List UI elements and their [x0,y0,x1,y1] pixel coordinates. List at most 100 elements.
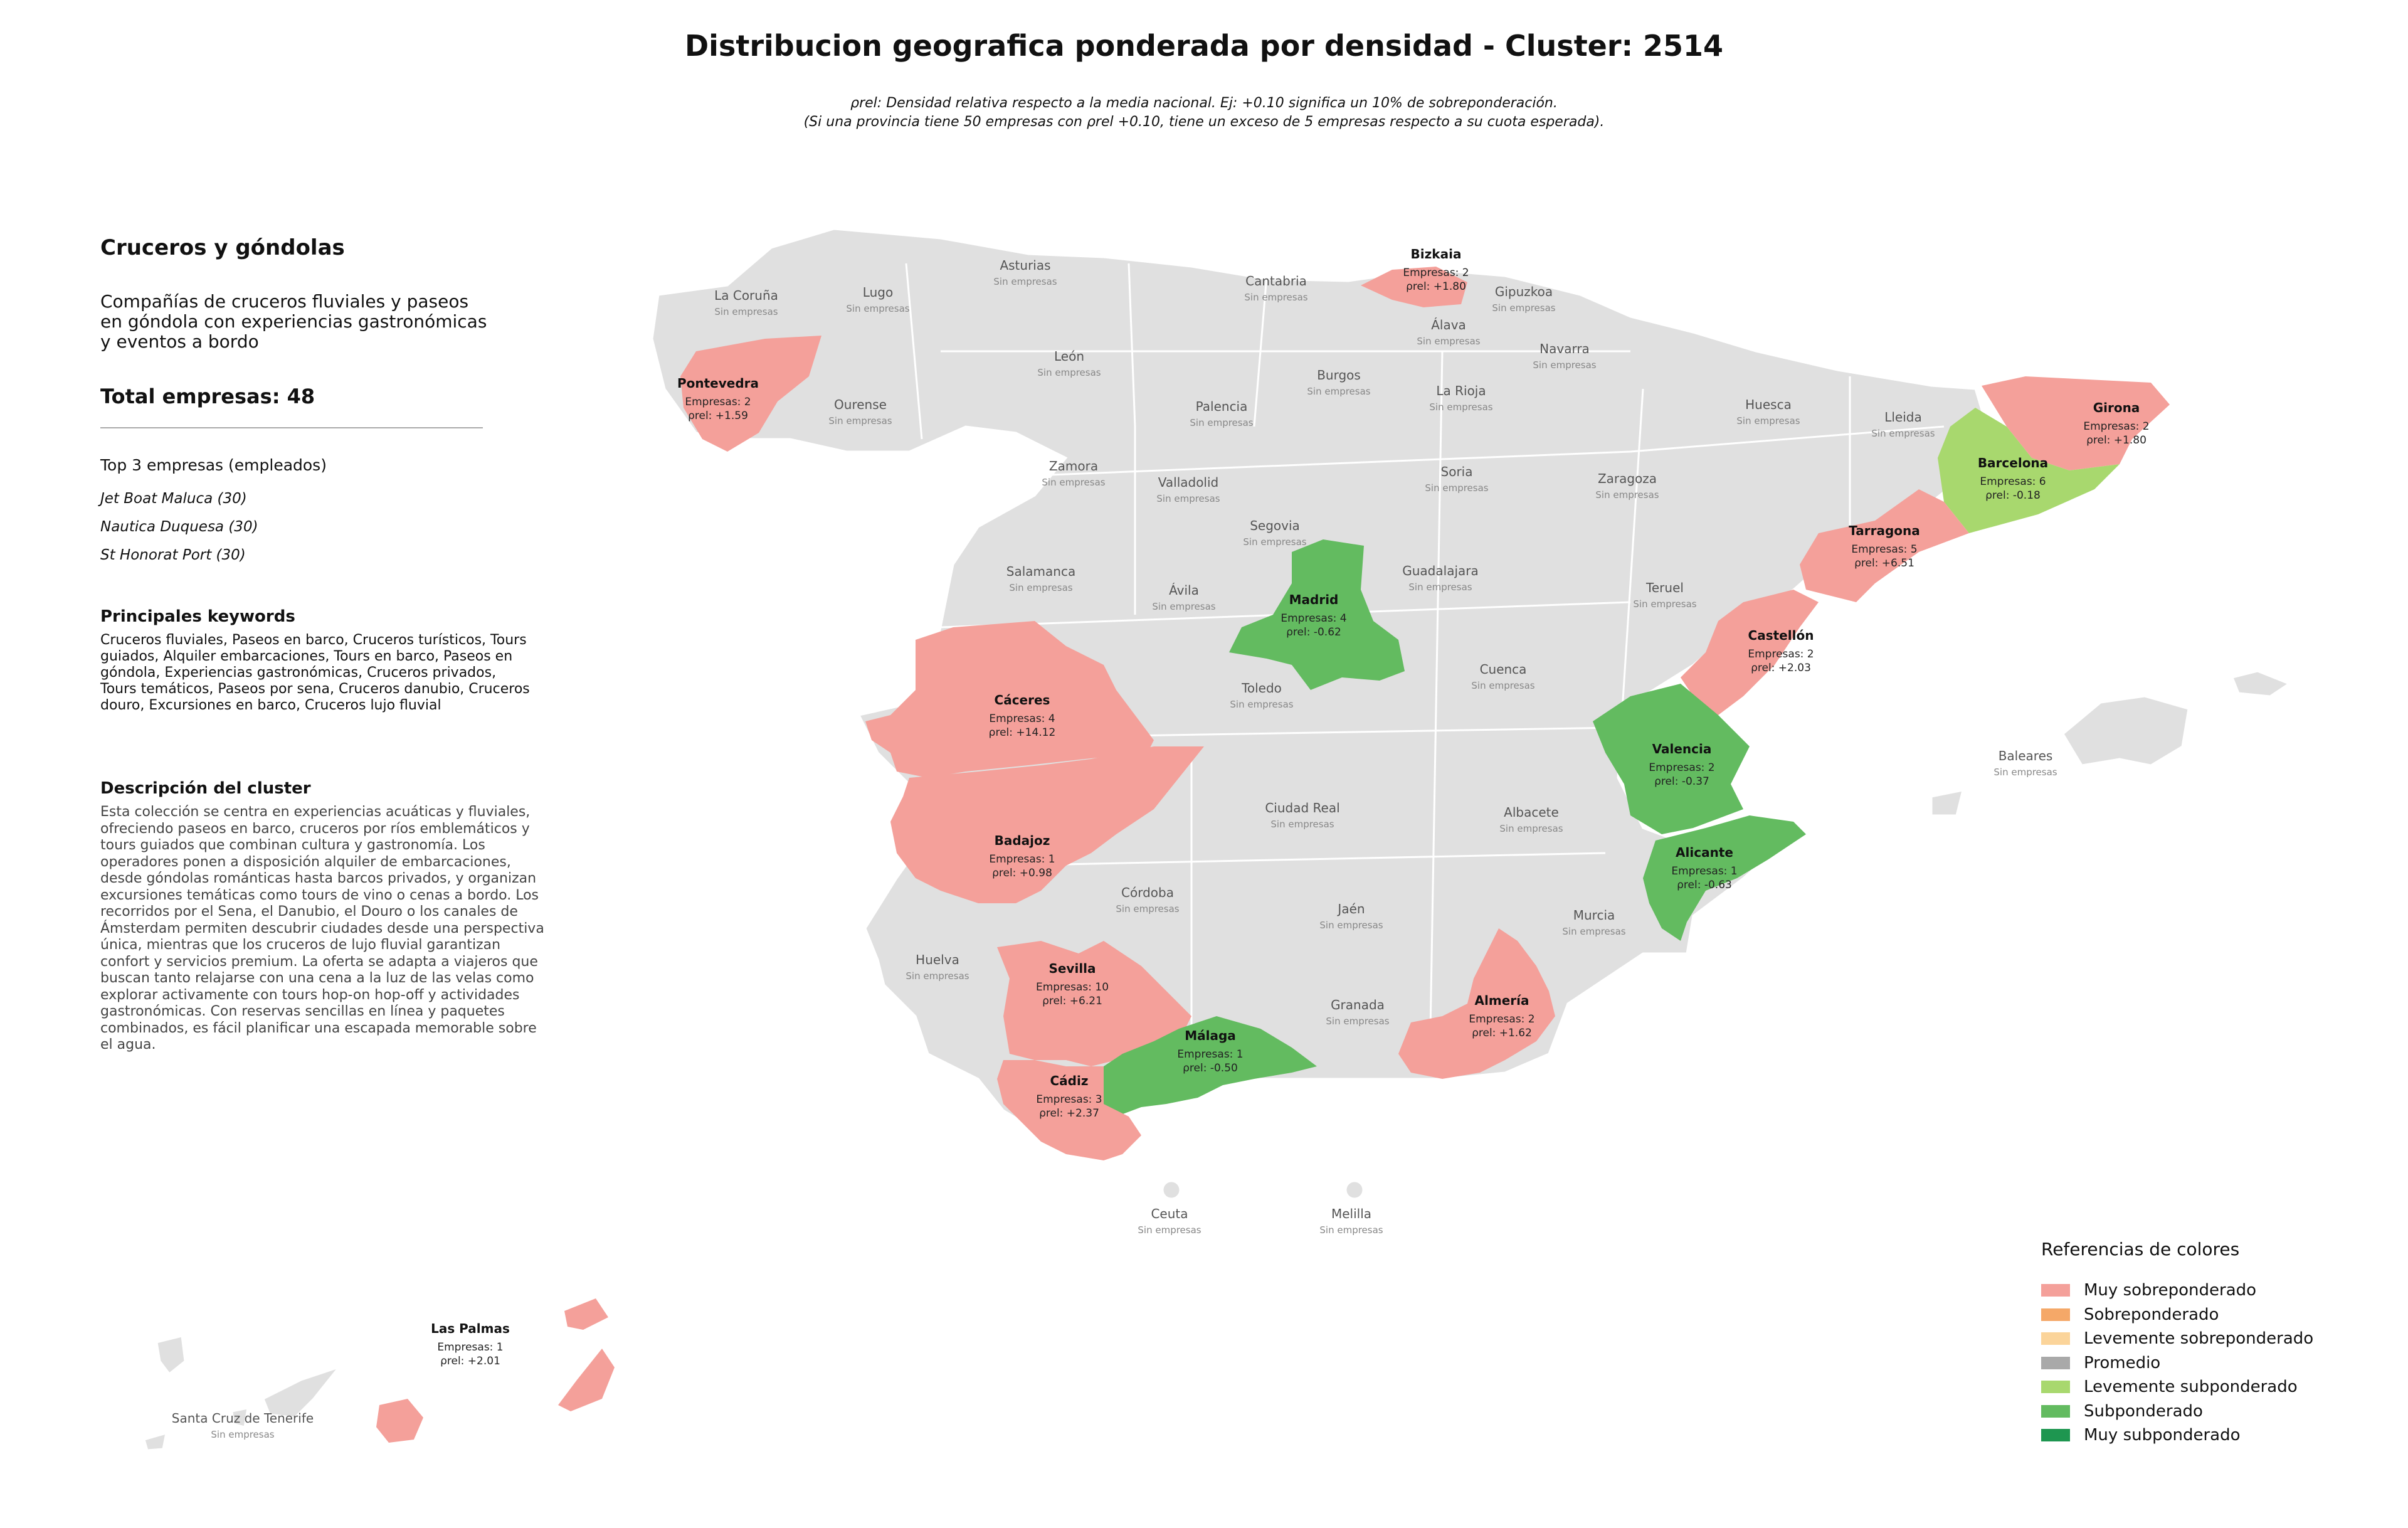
province-count: Empresas: 1 [1671,865,1737,878]
province-las-palmas-2 [564,1298,608,1330]
province-count: Empresas: 4 [1281,612,1346,625]
page-title: Distribucion geografica ponderada por de… [685,29,1723,63]
province-empty-label: Sin empresas [1319,1224,1383,1236]
province-empty-label: Sin empresas [1152,601,1215,612]
province-label: Bizkaia [1411,247,1462,262]
sidebar: Cruceros y góndolas Compañías de crucero… [100,235,552,1054]
province-label: Ávila [1169,583,1199,598]
legend-label: Levemente sobreponderado [2084,1329,2314,1349]
province-label: Navarra [1539,341,1590,356]
province-empty-label: Sin empresas [1319,920,1383,931]
province-empty-label: Sin empresas [1270,819,1334,830]
province-empty-label: Sin empresas [1408,581,1472,593]
province-label: Guadalajara [1402,563,1478,578]
province-label: Cádiz [1050,1073,1089,1088]
province-label: Huesca [1745,397,1792,412]
province-tarragona [1800,489,1969,602]
province-label: Santa Cruz de Tenerife [172,1411,314,1426]
color-legend: Referencias de colores Muy sobreponderad… [2041,1239,2313,1448]
legend-swatch [2041,1332,2070,1345]
province-las-palmas-3 [376,1399,423,1443]
province-empty-label: Sin empresas [846,303,909,314]
province-label: Albacete [1504,805,1559,820]
province-label: Jaén [1336,901,1365,916]
province-label: Granada [1331,997,1385,1012]
province-label: Lugo [863,285,893,300]
province-empty-label: Sin empresas [1993,767,2057,778]
subtitle-line-1: ρrel: Densidad relativa respecto a la me… [850,95,1558,111]
province-valencia [1593,684,1750,834]
province-label: Ciudad Real [1265,800,1339,815]
province-label: Zamora [1049,459,1098,474]
legend-swatch [2041,1284,2070,1297]
province-label: Segovia [1250,518,1300,533]
province-rho: ρrel: -0.50 [1183,1062,1238,1074]
legend-title: Referencias de colores [2041,1239,2240,1260]
province-empty-label: Sin empresas [1499,823,1563,834]
province-label: Cáceres [995,692,1050,708]
province-empty-label: Sin empresas [1429,401,1492,413]
province-cadiz [997,1060,1141,1160]
province-rho: ρrel: +6.51 [1854,557,1914,570]
province-rho: ρrel: -0.63 [1677,879,1732,891]
province-empty-label: Sin empresas [1230,699,1293,710]
top3-heading: Top 3 empresas (empleados) [100,456,327,474]
province-count: Empresas: 2 [1649,761,1714,774]
province-caceres [865,621,1154,778]
province-label: La Coruña [714,288,778,303]
province-empty-label: Sin empresas [828,415,892,427]
legend-label: Promedio [2084,1353,2161,1372]
province-count: Empresas: 2 [1403,267,1469,279]
top3-item: Jet Boat Maluca (30) [100,491,247,507]
highlighted-provinces [376,267,2170,1443]
province-count: Empresas: 6 [1980,475,2046,488]
province-label: Tarragona [1849,523,1920,538]
legend-label: Subponderado [2084,1401,2203,1421]
province-label: Huelva [916,952,959,967]
province-pontevedra [680,336,821,452]
province-rho: ρrel: +2.03 [1751,662,1811,674]
subtitle-line-2: (Si una provincia tiene 50 empresas con … [803,114,1605,130]
province-label: Sevilla [1048,961,1096,976]
province-label: León [1054,349,1084,364]
province-label: Las Palmas [431,1321,510,1336]
province-label: Toledo [1241,681,1282,696]
province-empty-label: Sin empresas [1492,302,1555,314]
legend-item: Levemente sobreponderado [2041,1327,2313,1351]
province-empty-label: Sin empresas [1190,417,1253,428]
legend-swatch [2041,1404,2070,1418]
top3-item: St Honorat Port (30) [100,547,246,563]
province-label: Melilla [1331,1206,1371,1221]
province-rho: ρrel: +6.21 [1042,995,1102,1007]
province-label: Álava [1431,317,1466,332]
province-empty-label: Sin empresas [211,1429,274,1440]
province-las-palmas [558,1349,615,1411]
province-rho: ρrel: +2.01 [440,1355,500,1367]
province-label: Valencia [1652,741,1712,756]
province-label: Málaga [1185,1028,1236,1043]
province-count: Empresas: 5 [1851,543,1917,556]
province-label: Pontevedra [677,376,759,391]
province-label: Alicante [1676,845,1733,860]
province-rho: ρrel: +0.98 [992,867,1052,879]
province-count: Empresas: 2 [685,396,751,408]
legend-swatch [2041,1356,2070,1369]
province-empty-label: Sin empresas [1243,536,1306,548]
province-count: Empresas: 1 [437,1341,503,1354]
keywords-text: Cruceros fluviales, Paseos en barco, Cru… [100,632,530,713]
province-count: Empresas: 10 [1036,981,1109,994]
province-empty-label: Sin empresas [1736,415,1800,427]
province-empty-label: Sin empresas [1037,367,1101,378]
province-label: Palencia [1196,399,1248,414]
cluster-description-heading: Descripción del cluster [100,779,311,798]
legend-label: Sobreponderado [2084,1305,2219,1324]
province-rho: ρrel: -0.62 [1286,626,1341,639]
province-label: Córdoba [1121,885,1174,900]
province-label: Cantabria [1245,273,1307,289]
province-rho: ρrel: -0.18 [1985,489,2041,502]
province-rho: ρrel: +1.59 [688,410,748,422]
legend-swatch [2041,1308,2070,1321]
province-empty-label: Sin empresas [1417,336,1480,347]
province-castellon [1681,590,1819,715]
